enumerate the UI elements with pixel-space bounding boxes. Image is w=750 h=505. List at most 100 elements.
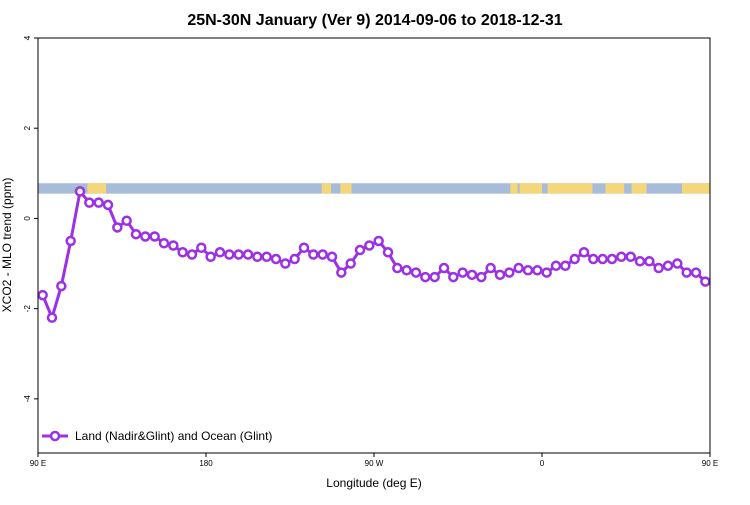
data-point bbox=[46, 312, 58, 323]
data-point bbox=[690, 267, 702, 278]
x-axis-label: Longitude (deg E) bbox=[326, 476, 421, 490]
data-point bbox=[102, 199, 114, 211]
data-point bbox=[93, 197, 104, 208]
data-point bbox=[261, 251, 272, 263]
data-point bbox=[84, 197, 95, 208]
data-point bbox=[625, 251, 636, 263]
data-point bbox=[326, 251, 338, 263]
y-tick-label: 0 bbox=[23, 216, 32, 221]
y-tick-label: -2 bbox=[23, 305, 32, 313]
x-tick-label: 0 bbox=[540, 459, 545, 468]
data-point bbox=[448, 271, 459, 283]
data-point bbox=[644, 256, 655, 267]
x-tick-label: 90 E bbox=[702, 459, 718, 468]
data-point bbox=[485, 262, 496, 274]
data-point bbox=[214, 247, 226, 258]
data-point bbox=[298, 242, 310, 254]
data-point bbox=[560, 260, 571, 272]
ocean-band bbox=[38, 183, 710, 194]
series-layer bbox=[37, 186, 711, 323]
data-point bbox=[532, 265, 543, 276]
land-segment bbox=[605, 183, 625, 194]
data-point bbox=[578, 247, 590, 258]
data-point bbox=[681, 267, 692, 278]
data-point bbox=[158, 237, 170, 249]
data-point bbox=[74, 186, 86, 197]
series-line bbox=[41, 189, 707, 320]
legend: Land (Nadir&Glint) and Ocean (Glint) bbox=[42, 429, 272, 443]
data-point bbox=[242, 249, 254, 260]
data-point bbox=[149, 231, 160, 242]
y-tick-label: 4 bbox=[23, 35, 32, 40]
y-axis: 4 2 0 -2 -4 bbox=[23, 35, 38, 402]
y-tick-label: 2 bbox=[23, 125, 32, 130]
data-point bbox=[504, 267, 515, 278]
data-point bbox=[317, 249, 328, 260]
data-point bbox=[364, 240, 375, 251]
land-ocean-mask bbox=[38, 183, 710, 194]
x-axis: 90 E 180 90 W 0 90 E bbox=[30, 453, 718, 468]
data-point bbox=[672, 258, 683, 269]
y-tick-label: -4 bbox=[23, 395, 32, 403]
data-point bbox=[550, 260, 562, 272]
data-point bbox=[410, 267, 422, 278]
chart-title: 25N-30N January (Ver 9) 2014-09-06 to 20… bbox=[187, 12, 562, 29]
land-segment bbox=[321, 183, 332, 194]
data-point bbox=[606, 253, 618, 265]
data-point bbox=[186, 249, 198, 260]
y-axis-label: XCO2 - MLO trend (ppm) bbox=[0, 178, 14, 313]
data-point bbox=[569, 253, 580, 265]
data-point bbox=[420, 271, 431, 283]
data-point bbox=[476, 271, 487, 283]
data-point bbox=[354, 244, 366, 256]
data-point bbox=[252, 251, 263, 263]
data-point bbox=[597, 253, 608, 265]
data-point bbox=[700, 276, 711, 287]
data-point bbox=[233, 249, 244, 260]
data-point bbox=[345, 258, 356, 269]
data-point bbox=[653, 262, 664, 274]
land-segment bbox=[87, 183, 107, 194]
land-segment bbox=[340, 183, 352, 194]
data-point bbox=[130, 228, 142, 240]
land-segment bbox=[510, 183, 518, 194]
data-point bbox=[289, 253, 300, 265]
land-segment bbox=[631, 183, 647, 194]
data-point bbox=[373, 235, 384, 247]
data-point bbox=[588, 253, 599, 265]
legend-marker-swatch bbox=[49, 430, 61, 442]
land-segment bbox=[682, 183, 710, 194]
legend-label: Land (Nadir&Glint) and Ocean (Glint) bbox=[75, 429, 272, 443]
data-point bbox=[280, 258, 291, 269]
data-point bbox=[112, 222, 123, 233]
data-point bbox=[308, 249, 319, 260]
data-point bbox=[541, 267, 552, 278]
data-point bbox=[513, 262, 524, 274]
land-segment bbox=[547, 183, 593, 194]
data-point bbox=[121, 215, 132, 226]
data-point bbox=[662, 260, 674, 272]
plot-frame bbox=[37, 37, 711, 454]
data-point bbox=[522, 265, 534, 276]
data-point bbox=[401, 265, 412, 276]
data-point bbox=[494, 269, 506, 281]
data-point bbox=[37, 289, 48, 301]
data-point bbox=[168, 240, 179, 251]
data-point bbox=[65, 235, 76, 247]
data-point bbox=[177, 247, 188, 258]
data-point bbox=[457, 267, 468, 278]
data-point bbox=[382, 247, 394, 258]
data-point bbox=[429, 271, 440, 283]
data-point bbox=[56, 280, 67, 292]
x-tick-label: 180 bbox=[199, 459, 213, 468]
data-point bbox=[336, 267, 347, 278]
data-point bbox=[392, 262, 403, 274]
land-segment bbox=[519, 183, 542, 194]
x-tick-label: 90 W bbox=[365, 459, 384, 468]
data-point bbox=[196, 242, 207, 254]
data-point bbox=[224, 249, 235, 260]
data-point bbox=[634, 256, 646, 267]
data-point bbox=[438, 262, 450, 274]
data-point bbox=[140, 231, 151, 242]
